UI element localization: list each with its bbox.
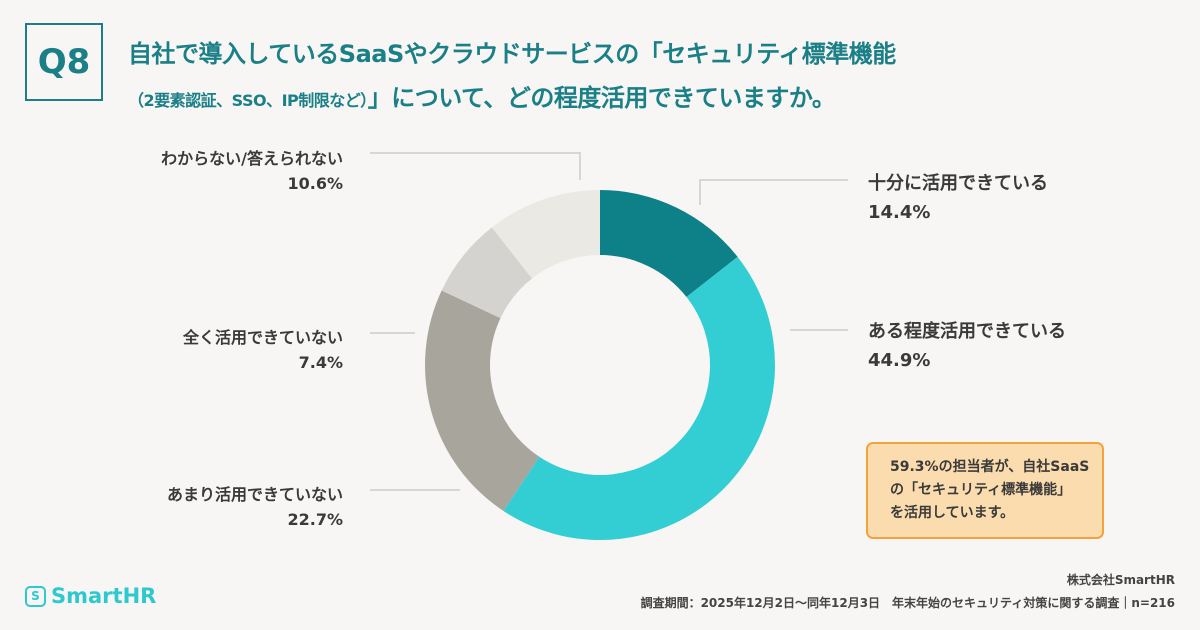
slice-value-4: 7.4% <box>298 353 343 372</box>
callout-line-3: を活用しています。 <box>890 505 1015 521</box>
donut-slice-1 <box>600 190 738 298</box>
donut-slice-2 <box>503 256 776 541</box>
title-sub: （2要素認証、SSO、IP制限など） <box>128 91 368 110</box>
footer-company: 株式会社SmartHR <box>1066 573 1175 587</box>
title-line-2: （2要素認証、SSO、IP制限など）」について、どの程度活用できていますか。 <box>128 76 896 123</box>
footer-survey: 調査期間：2025年12月2日〜同年12月3日 年末年始のセキュリティ対策に関す… <box>640 596 1175 610</box>
question-number-box: Q8 <box>25 23 103 101</box>
slice-label-3: あまり活用できていない <box>166 485 343 504</box>
title-line-1: 自社で導入しているSaaSやクラウドサービスの「セキュリティ標準機能 <box>128 40 896 68</box>
slice-value-5: 10.6% <box>287 174 343 193</box>
logo-text: SmartHR <box>51 584 157 608</box>
donut-slice-4 <box>441 227 533 319</box>
callout-line-2: の「セキュリティ標準機能」 <box>890 482 1072 498</box>
slice-value-2: 44.9% <box>868 350 931 371</box>
slice-value-1: 14.4% <box>868 202 931 223</box>
smarthr-logo: S SmartHR <box>25 584 156 608</box>
slice-label-2: ある程度活用できている <box>868 321 1066 342</box>
leader-line-5 <box>370 152 581 180</box>
logo-mark-icon: S <box>25 585 46 607</box>
callout-box: 59.3%の担当者が、自社SaaS の「セキュリティ標準機能」 を活用しています… <box>866 442 1104 539</box>
callout-line-1: 59.3%の担当者が、自社SaaS <box>890 459 1090 475</box>
question-number: Q8 <box>37 42 91 82</box>
title-line-2-text: 」について、どの程度活用できていますか。 <box>367 84 836 112</box>
slice-label-1: 十分に活用できている <box>868 173 1048 194</box>
slice-label-5: わからない/答えられない <box>161 149 343 168</box>
slice-value-3: 22.7% <box>287 510 343 529</box>
donut-slice-5 <box>491 190 600 279</box>
slice-label-4: 全く活用できていない <box>182 328 343 347</box>
leader-line-1 <box>699 179 848 205</box>
donut-slice-3 <box>424 290 540 511</box>
page-title: 自社で導入しているSaaSやクラウドサービスの「セキュリティ標準機能 （2要素認… <box>128 32 896 123</box>
